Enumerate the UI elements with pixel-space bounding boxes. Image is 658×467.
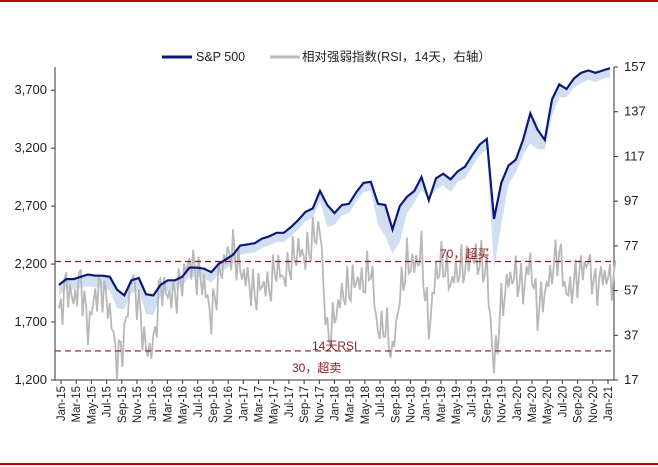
x-tick-label: Jan-21 xyxy=(603,386,615,421)
x-tick-label: Jul-20 xyxy=(557,386,569,417)
oversold-label: 30，超卖 xyxy=(292,360,341,375)
x-tick-label: Nov-17 xyxy=(314,386,326,423)
x-tick-label: Mar-20 xyxy=(527,386,539,422)
y-left-tick-label: 2,700 xyxy=(14,198,47,213)
y-axis-right: 157 137 117 97 77 57 37 17 xyxy=(614,59,646,387)
x-tick-label: Jan-17 xyxy=(238,386,250,421)
y-left-tick-label: 3,200 xyxy=(14,140,47,155)
x-tick-label: Nov-18 xyxy=(405,386,417,423)
y-right-tick-label: 137 xyxy=(624,104,646,119)
x-tick-label: Mar-16 xyxy=(162,386,174,422)
x-tick-label: Jan-19 xyxy=(421,386,433,421)
x-tick-label: Jul-16 xyxy=(193,386,205,417)
x-tick-label: Sep-15 xyxy=(117,386,129,423)
y-right-tick-label: 37 xyxy=(624,327,638,342)
x-tick-label: May-18 xyxy=(360,386,372,424)
y-left-tick-label: 1,700 xyxy=(14,314,47,329)
rsi-line xyxy=(58,216,617,381)
x-tick-label: May-15 xyxy=(86,386,98,424)
x-tick-label: Sep-18 xyxy=(390,386,402,423)
x-tick-label: Nov-19 xyxy=(497,386,509,423)
sp500-range-band xyxy=(59,68,610,316)
rsi-label: 14天RSI xyxy=(312,339,357,353)
x-tick-label: Sep-17 xyxy=(299,386,311,423)
x-tick-label: Sep-19 xyxy=(481,386,493,423)
y-left-tick-label: 2,200 xyxy=(14,256,47,271)
x-tick-label: May-19 xyxy=(451,386,463,424)
x-tick-label: Sep-16 xyxy=(208,386,220,423)
y-axis-left: 3,700 3,200 2,700 2,200 1,700 1,200 xyxy=(14,82,55,387)
x-tick-label: Jul-19 xyxy=(466,386,478,417)
legend-label-sp500: S&P 500 xyxy=(196,50,245,64)
x-tick-label: Jul-18 xyxy=(375,386,387,417)
sp500-line xyxy=(58,67,611,298)
top-border xyxy=(0,0,658,2)
x-axis: Jan-15 Mar-15 May-15 Jul-15 Sep-15 Nov-15 Jan-… xyxy=(56,380,615,424)
y-right-tick-label: 57 xyxy=(624,283,638,298)
y-left-tick-label: 3,700 xyxy=(14,82,47,97)
y-right-tick-label: 17 xyxy=(624,372,638,387)
x-tick-label: Jan-15 xyxy=(56,386,68,421)
x-tick-label: Mar-19 xyxy=(436,386,448,422)
x-tick-label: May-17 xyxy=(269,386,281,424)
y-right-tick-label: 97 xyxy=(624,193,638,208)
x-tick-label: May-20 xyxy=(542,386,554,424)
x-tick-label: Mar-17 xyxy=(254,386,266,422)
y-left-tick-label: 1,200 xyxy=(14,372,47,387)
x-tick-label: Nov-16 xyxy=(223,386,235,423)
legend-label-rsi: 相对强弱指数(RSI，14天，右轴） xyxy=(302,49,491,64)
x-tick-label: Jul-15 xyxy=(102,386,114,417)
y-right-tick-label: 77 xyxy=(624,238,638,253)
x-tick-label: Mar-18 xyxy=(345,386,357,422)
x-tick-label: Jan-18 xyxy=(330,386,342,421)
x-tick-label: Nov-20 xyxy=(588,386,600,423)
x-tick-label: Jul-17 xyxy=(284,386,296,417)
y-right-tick-label: 157 xyxy=(624,59,646,74)
legend: S&P 500 相对强弱指数(RSI，14天，右轴） xyxy=(162,49,491,64)
y-right-tick-label: 117 xyxy=(624,148,645,163)
x-tick-label: Jan-20 xyxy=(512,386,524,421)
x-tick-label: Mar-15 xyxy=(71,386,83,422)
x-tick-label: May-16 xyxy=(178,386,190,424)
x-tick-label: Sep-20 xyxy=(573,386,585,423)
bottom-border xyxy=(0,463,658,465)
plot-area xyxy=(54,67,617,381)
overbought-label: 70，超买 xyxy=(440,246,489,261)
x-tick-label: Jan-16 xyxy=(147,386,159,421)
x-tick-label: Nov-15 xyxy=(132,386,144,423)
